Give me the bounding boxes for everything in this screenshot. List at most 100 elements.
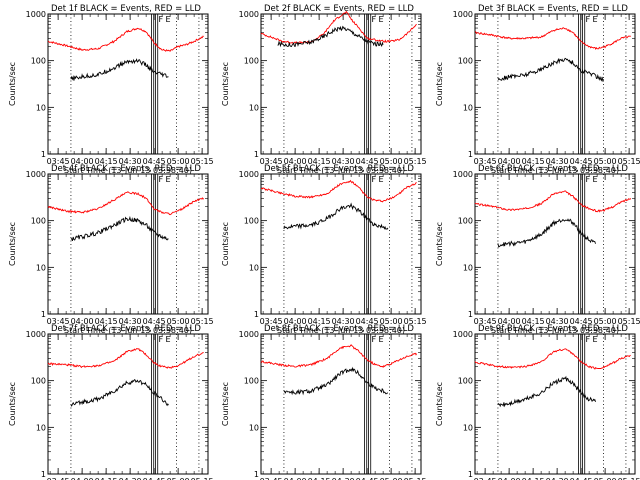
marker-label-f: F <box>372 175 377 184</box>
series-line-lld <box>47 191 205 216</box>
x-tick-label: 05:00 <box>594 477 617 480</box>
x-tick-label: 04:30 <box>332 477 355 480</box>
x-tick-label: 03:45 <box>260 477 283 480</box>
x-tick-label: 05:15 <box>191 317 214 326</box>
x-tick-label: 04:00 <box>71 317 94 326</box>
series-line-events <box>283 366 389 396</box>
x-axis-title: Start Time (13-Jun-13 03:38:40) <box>491 326 619 335</box>
y-axis-title: Counts/sec <box>435 382 444 426</box>
x-axis-title: Start Time (13-Jun-13 03:38:40) <box>277 166 405 175</box>
x-tick-label: 03:45 <box>47 477 70 480</box>
panel-title: Det 1f BLACK = Events, RED = LLD <box>51 4 201 14</box>
x-tick-label: 05:15 <box>618 317 640 326</box>
y-tick-label: 1 <box>254 150 259 159</box>
y-tick-label: 10 <box>249 263 259 272</box>
panel-title: Det 6f BLACK = Events, RED = LLD <box>478 164 628 174</box>
series-line-lld <box>47 27 204 52</box>
y-tick-label: 1000 <box>239 10 259 19</box>
plot-frame <box>47 13 209 155</box>
x-tick-label: 04:30 <box>546 317 569 326</box>
x-tick-label: 04:00 <box>284 157 307 166</box>
x-tick-label: 04:15 <box>522 157 545 166</box>
series-line-lld <box>260 10 417 45</box>
x-axis-title: Start Time (13-Jun-13 03:38:40) <box>491 166 619 175</box>
panel-det-1: Det 1f BLACK = Events, RED = LLD 1 10 100 10… <box>8 4 214 175</box>
y-tick-label: 100 <box>244 217 259 226</box>
series-line-events <box>70 58 169 81</box>
marker-label-f: F <box>586 335 591 344</box>
y-tick-label: 10 <box>463 423 473 432</box>
x-tick-label: 04:45 <box>143 157 166 166</box>
x-tick-label: 05:00 <box>380 477 403 480</box>
x-tick-label: 04:00 <box>71 157 94 166</box>
series-line-events <box>497 57 604 83</box>
x-tick-label: 05:00 <box>594 157 617 166</box>
marker-label-f: F <box>159 175 164 184</box>
series-line-lld <box>474 348 631 370</box>
y-tick-label: 10 <box>36 263 46 272</box>
x-axis-title: Start Time (13-Jun-13 03:38:40) <box>277 326 405 335</box>
y-tick-label: 1 <box>468 150 473 159</box>
y-tick-label: 1000 <box>453 330 473 339</box>
y-tick-label: 100 <box>458 217 473 226</box>
y-tick-label: 100 <box>31 377 46 386</box>
plot-frame <box>47 333 209 475</box>
y-axis-title: Counts/sec <box>8 382 17 426</box>
panel-det-4: Det 4f BLACK = Events, RED = LLD 1 10 100 10… <box>8 164 214 335</box>
x-tick-label: 04:00 <box>284 317 307 326</box>
marker-label-e: E <box>166 175 171 184</box>
y-axis-title: Counts/sec <box>221 222 230 266</box>
x-tick-label: 04:45 <box>570 477 593 480</box>
y-tick-label: 1000 <box>239 170 259 179</box>
y-axis-title: Counts/sec <box>8 222 17 266</box>
y-tick-label: 1 <box>468 310 473 319</box>
x-tick-label: 04:15 <box>308 477 331 480</box>
x-tick-label: 04:00 <box>71 477 94 480</box>
y-axis-title: Counts/sec <box>221 62 230 106</box>
x-tick-label: 04:15 <box>95 317 118 326</box>
plot-frame <box>260 13 422 155</box>
marker-label-e: E <box>166 15 171 24</box>
y-tick-label: 100 <box>244 377 259 386</box>
series-line-lld <box>47 348 204 369</box>
x-tick-label: 03:45 <box>47 157 70 166</box>
series-line-lld <box>474 27 631 50</box>
plot-frame <box>474 333 636 475</box>
panel-det-8: Det 8f BLACK = Events, RED = LLD 1 10 100 10… <box>221 324 427 480</box>
x-tick-label: 03:45 <box>474 157 497 166</box>
y-axis-title: Counts/sec <box>435 62 444 106</box>
y-tick-label: 10 <box>463 263 473 272</box>
panel-title: Det 5f BLACK = Events, RED = LLD <box>264 164 414 174</box>
y-tick-label: 10 <box>249 103 259 112</box>
panel-title: Det 4f BLACK = Events, RED = LLD <box>51 164 201 174</box>
y-tick-label: 1000 <box>453 170 473 179</box>
x-tick-label: 04:30 <box>332 157 355 166</box>
panel-det-3: Det 3f BLACK = Events, RED = LLD 1 10 100 10… <box>435 4 640 175</box>
x-tick-label: 04:30 <box>119 477 142 480</box>
marker-label-e: E <box>593 15 598 24</box>
panel-title: Det 7f BLACK = Events, RED = LLD <box>51 324 201 334</box>
x-tick-label: 03:45 <box>260 317 283 326</box>
y-tick-label: 1 <box>41 310 46 319</box>
series-line-events <box>70 379 169 407</box>
y-tick-label: 100 <box>458 57 473 66</box>
x-tick-label: 04:00 <box>498 157 521 166</box>
x-tick-label: 04:45 <box>570 157 593 166</box>
x-tick-label: 04:00 <box>498 317 521 326</box>
y-tick-label: 100 <box>31 217 46 226</box>
y-axis-title: Counts/sec <box>8 62 17 106</box>
x-tick-label: 04:30 <box>546 477 569 480</box>
series-line-lld <box>260 344 418 368</box>
x-tick-label: 04:30 <box>119 317 142 326</box>
plot-frame <box>260 333 422 475</box>
x-tick-label: 05:15 <box>191 477 214 480</box>
y-tick-label: 1000 <box>453 10 473 19</box>
x-tick-label: 05:15 <box>404 477 427 480</box>
x-tick-label: 03:45 <box>260 157 283 166</box>
y-tick-label: 1000 <box>239 330 259 339</box>
y-tick-label: 10 <box>36 103 46 112</box>
x-tick-label: 05:15 <box>191 157 214 166</box>
x-tick-label: 05:00 <box>167 157 190 166</box>
plot-frame <box>47 173 209 315</box>
